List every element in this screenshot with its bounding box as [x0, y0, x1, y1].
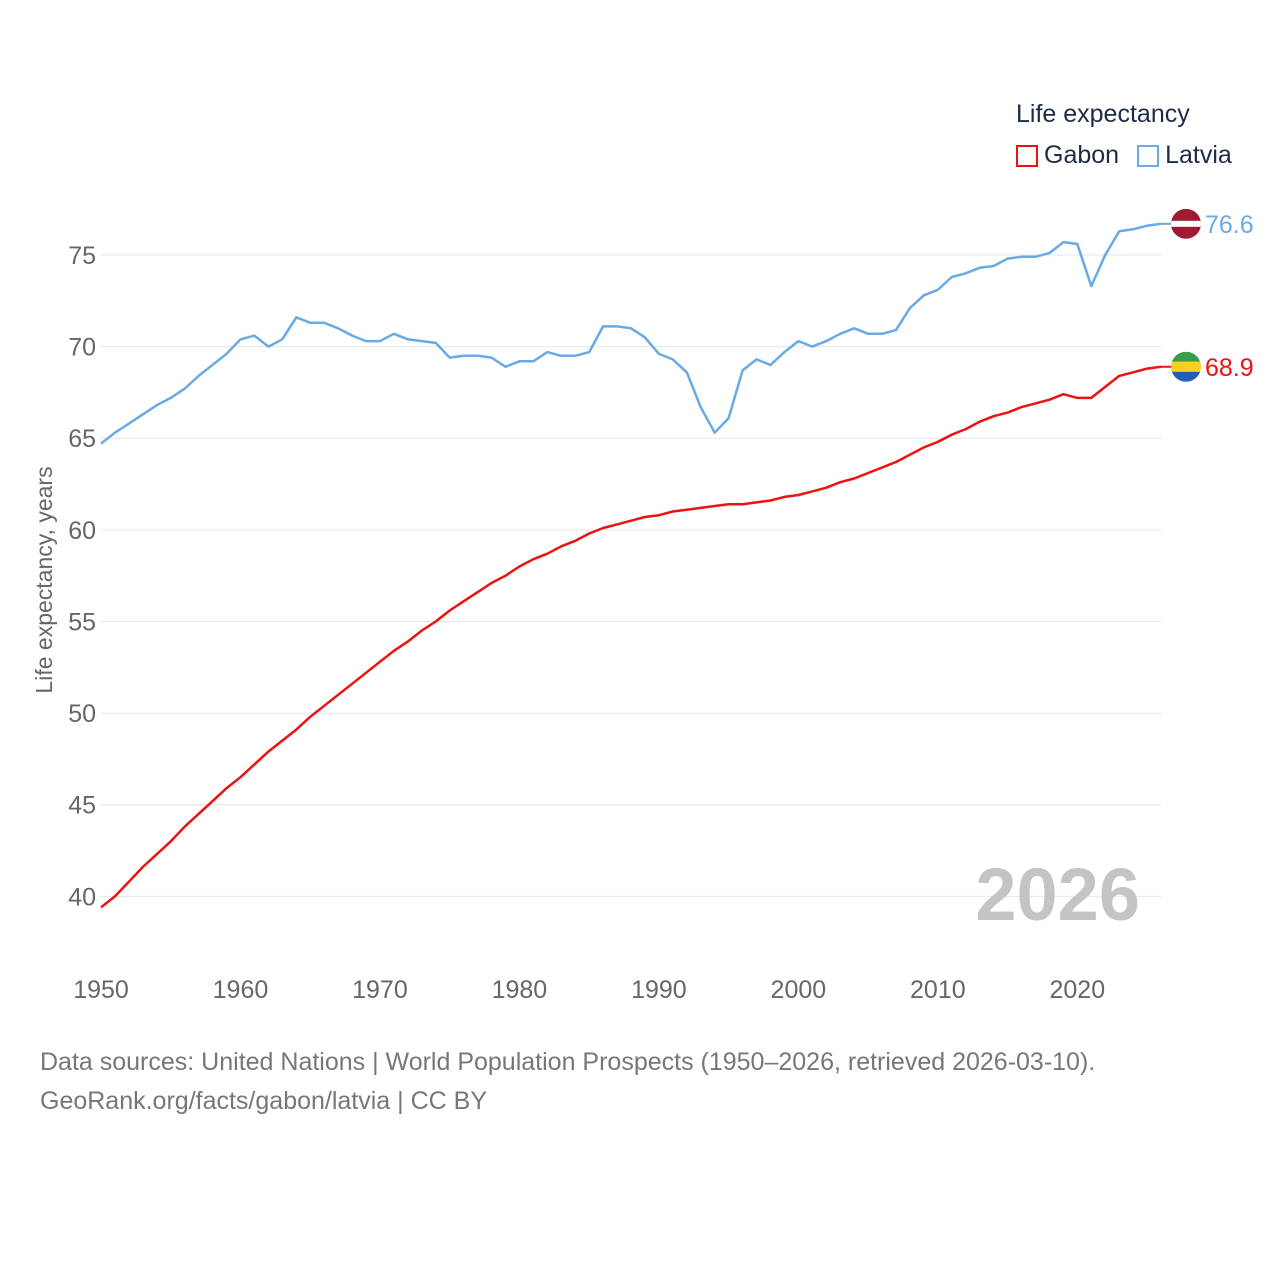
footer: Data sources: United Nations | World Pop…: [40, 1043, 1095, 1121]
legend-label-latvia: Latvia: [1165, 141, 1232, 169]
x-tick-2010: 2010: [910, 976, 966, 1004]
legend-swatch-latvia: [1137, 144, 1160, 167]
y-tick-40: 40: [68, 883, 96, 911]
x-tick-1950: 1950: [73, 976, 129, 1004]
x-tick-1990: 1990: [631, 976, 687, 1004]
legend: Life expectancy Gabon Latvia: [1016, 100, 1232, 170]
y-tick-45: 45: [68, 792, 96, 820]
legend-swatch-gabon: [1016, 144, 1038, 167]
legend-label-gabon: Gabon: [1044, 141, 1120, 169]
y-tick-65: 65: [68, 425, 96, 453]
legend-item-gabon[interactable]: Gabon: [1016, 141, 1119, 170]
year-watermark: 2026: [975, 853, 1140, 936]
attribution-link[interactable]: GeoRank.org/facts/gabon/latvia | CC BY: [40, 1087, 487, 1115]
end-value-gabon: 68.9: [1205, 354, 1254, 382]
end-value-latvia: 76.6: [1205, 211, 1254, 239]
grid-lines: [101, 254, 1161, 897]
series-line-gabon: [100, 365, 1162, 909]
latvia-flag-icon: [1171, 208, 1201, 239]
data-source-text: Data sources: United Nations | World Pop…: [40, 1048, 1096, 1076]
y-tick-55: 55: [68, 608, 96, 636]
end-markers: 68.9 76.6: [1161, 208, 1254, 382]
y-tick-75: 75: [68, 242, 96, 270]
legend-title: Life expectancy: [1016, 100, 1190, 128]
x-tick-1960: 1960: [213, 976, 269, 1004]
y-tick-50: 50: [68, 700, 96, 728]
series-lines: [100, 222, 1162, 909]
gabon-flag-icon: [1171, 351, 1201, 382]
x-tick-2000: 2000: [771, 976, 827, 1004]
x-tick-2020: 2020: [1050, 976, 1106, 1004]
y-tick-60: 60: [68, 517, 96, 545]
y-tick-70: 70: [68, 334, 96, 362]
legend-item-latvia[interactable]: Latvia: [1137, 141, 1232, 170]
x-tick-1970: 1970: [352, 976, 408, 1004]
y-axis-ticks: 40 45 50 55 60 65 70 75: [68, 242, 96, 911]
series-line-latvia: [100, 222, 1162, 445]
x-tick-1980: 1980: [492, 976, 548, 1004]
x-axis-ticks: 1950 1960 1970 1980 1990 2000 2010 2020: [73, 976, 1105, 1004]
y-axis-label: Life expectancy, years: [31, 466, 57, 693]
